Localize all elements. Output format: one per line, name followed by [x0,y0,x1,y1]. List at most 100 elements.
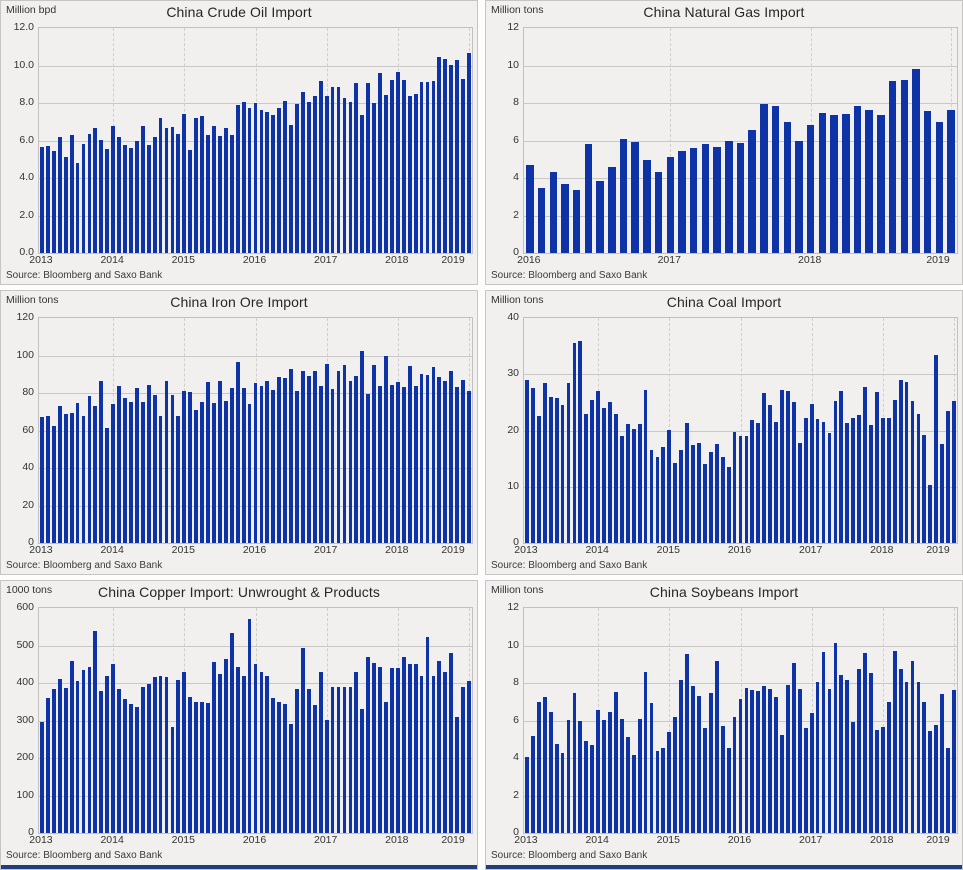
bar [467,681,471,833]
bar [289,124,293,253]
bar [461,78,465,253]
y-tick-label: 0 [28,826,34,838]
bar [152,394,157,543]
bar [348,686,353,833]
bar [336,686,341,833]
plot-area [38,317,473,544]
x-tick-label: 2018 [385,544,409,556]
bar [443,671,448,833]
bar [934,354,939,543]
bar [827,688,832,833]
bar [152,136,157,253]
y-tick-label: 10 [507,479,519,492]
x-tick-label: 2019 [926,254,950,266]
bar [922,701,927,833]
bar [330,686,335,833]
bar [928,485,933,543]
bar [596,180,604,253]
y-tick-label: 600 [16,601,34,613]
bar [401,79,406,253]
bar [295,103,299,253]
bar [218,673,222,833]
x-tick-label: 2014 [100,544,124,556]
y-tick-label: 12 [507,601,519,613]
bar [413,386,418,543]
bar [194,701,199,833]
bar [395,381,400,543]
bar [851,722,856,833]
bar [916,682,921,833]
bar [815,682,820,833]
bar [129,148,133,253]
bar [342,364,347,543]
bar [762,685,767,833]
chart-title: China Copper Import: Unwrought & Product… [98,584,380,600]
bar [123,145,127,253]
bar [869,672,873,833]
bar [667,429,672,543]
y-tick-label: 8 [513,96,519,108]
y-tick-label: 20 [507,423,519,436]
bar [306,689,311,833]
x-tick-label: 2019 [441,254,465,266]
bar [301,370,305,543]
bar [869,424,873,543]
bar [247,404,252,543]
x-tick-label: 2017 [313,834,338,846]
bar [229,388,234,543]
bar [170,394,175,543]
y-tick-label: 2 [513,788,519,801]
bar [419,374,424,543]
y-tick-label: 6.0 [19,133,34,146]
x-tick-label: 2016 [242,254,267,266]
bar [342,98,347,253]
bar [578,340,583,543]
bar [146,384,151,543]
chart-panel-crude-oil: Million bpd China Crude Oil Import 0.0 2.… [0,0,478,285]
bar [880,727,885,833]
bar [407,365,412,543]
bar [720,456,725,543]
bar [241,388,246,543]
y-axis-unit-label: Million tons [491,4,544,16]
bar [188,696,193,833]
bar [679,680,684,833]
y-tick-label: 100 [16,788,34,801]
bar [614,692,618,833]
y-tick-label: 2 [513,208,519,221]
bar [732,716,737,833]
bar [134,388,139,543]
bar [360,350,365,543]
bar [158,416,163,543]
bar [235,666,240,833]
bar [821,421,826,543]
chart-panel-coal: Million tons China Coal Import 0 10 20 30 40… [485,290,963,575]
bar [117,688,121,833]
bar [63,413,68,543]
bar [425,82,430,253]
bar [111,404,116,543]
x-tick-label: 2019 [926,544,950,556]
x-tick-label: 2013 [29,834,53,846]
bar [461,379,465,543]
chart-title: China Coal Import [666,294,782,310]
source-label: Source: Bloomberg and Saxo Bank [6,560,163,571]
bar [265,675,270,833]
bar [277,701,282,833]
bar [946,747,950,833]
bar [833,400,838,543]
bar [815,419,820,543]
gridline-horizontal [524,65,957,67]
bar [673,462,678,543]
bar [786,684,790,833]
bar [584,144,593,253]
bar [554,743,559,833]
bar [283,101,288,253]
bar [69,660,74,833]
bar [425,375,430,543]
bar [75,403,80,543]
y-tick-label: 500 [16,638,34,651]
bar [818,113,827,253]
y-tick-label: 12.0 [13,21,34,33]
x-tick-label: 2013 [29,544,53,556]
